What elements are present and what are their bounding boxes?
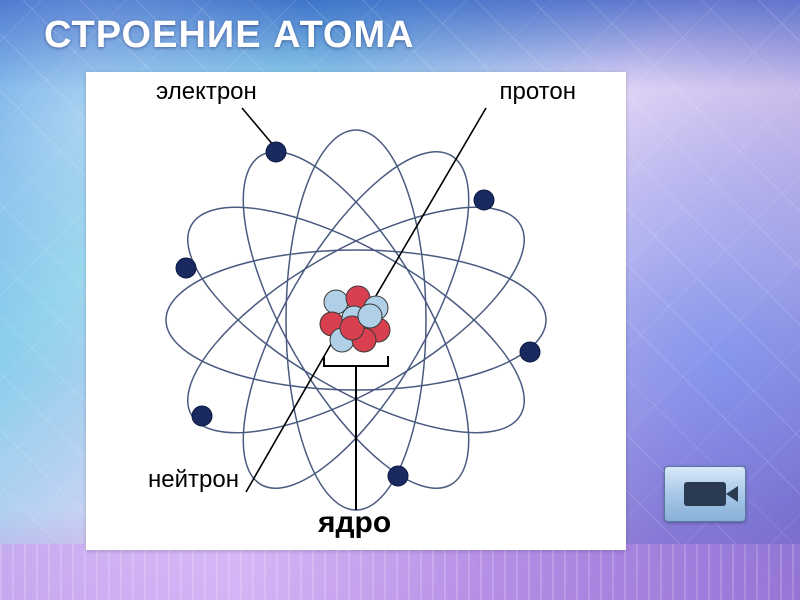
page-title: СТРОЕНИЕ АТОМА (44, 14, 415, 57)
atom-diagram-panel: электрон протон нейтрон ядро (86, 72, 626, 550)
video-camera-icon (684, 482, 726, 506)
electron (388, 466, 408, 486)
nucleus-bracket (324, 356, 388, 366)
label-neutron: нейтрон (148, 466, 239, 494)
bottom-decorative-band (0, 544, 800, 600)
video-button[interactable] (664, 466, 746, 522)
pointer-line-electron (242, 108, 274, 146)
electron (266, 142, 286, 162)
label-electron: электрон (156, 78, 257, 106)
slide: СТРОЕНИЕ АТОМА электрон протон нейтрон я… (0, 0, 800, 600)
electron (176, 258, 196, 278)
label-proton: протон (500, 78, 577, 106)
electron (474, 190, 494, 210)
electron (520, 342, 540, 362)
electron (192, 406, 212, 426)
label-nucleus: ядро (318, 506, 391, 540)
nucleus-neutron (358, 304, 382, 328)
